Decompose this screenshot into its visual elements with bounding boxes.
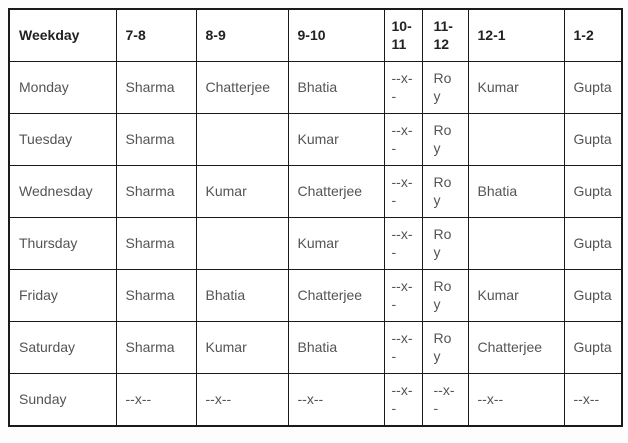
schedule-cell: Chatterjee	[467, 321, 565, 374]
schedule-cell: --x--	[563, 373, 623, 427]
schedule-cell: Gupta	[563, 321, 623, 374]
schedule-cell: --x--	[383, 321, 423, 374]
table-row-sunday: Sunday --x-- --x-- --x-- --x-- --x-- --x…	[8, 373, 623, 427]
schedule-cell: Roy	[421, 269, 469, 322]
table-row-saturday: Saturday Sharma Kumar Bhatia --x-- Roy C…	[8, 321, 623, 374]
schedule-cell: Sharma	[115, 217, 197, 270]
schedule-cell: Sharma	[115, 61, 197, 114]
column-header-weekday: Weekday	[8, 8, 117, 62]
schedule-cell: --x--	[195, 373, 289, 427]
schedule-cell: Sharma	[115, 165, 197, 218]
schedule-cell: --x--	[383, 113, 423, 166]
schedule-cell: --x--	[115, 373, 197, 427]
schedule-cell: --x--	[287, 373, 385, 427]
table-row-thursday: Thursday Sharma Kumar --x-- Roy Gupta	[8, 217, 623, 270]
schedule-cell: Kumar	[287, 217, 385, 270]
weekly-schedule-table: Weekday 7-8 8-9 9-10 10-11 11-12 12-1 1-…	[8, 8, 623, 427]
schedule-cell: --x--	[383, 165, 423, 218]
schedule-cell: Roy	[421, 217, 469, 270]
table-row-monday: Monday Sharma Chatterjee Bhatia --x-- Ro…	[8, 61, 623, 114]
schedule-cell	[467, 217, 565, 270]
schedule-cell: Sharma	[115, 321, 197, 374]
schedule-cell: Chatterjee	[287, 269, 385, 322]
schedule-cell: Gupta	[563, 61, 623, 114]
day-cell: Tuesday	[8, 113, 117, 166]
day-cell: Saturday	[8, 321, 117, 374]
schedule-cell: --x--	[467, 373, 565, 427]
day-cell: Thursday	[8, 217, 117, 270]
day-cell: Sunday	[8, 373, 117, 427]
schedule-cell: Chatterjee	[195, 61, 289, 114]
schedule-cell: Gupta	[563, 217, 623, 270]
schedule-cell: Sharma	[115, 113, 197, 166]
schedule-cell: Roy	[421, 113, 469, 166]
column-header-7-8: 7-8	[115, 8, 197, 62]
schedule-cell: Gupta	[563, 165, 623, 218]
column-header-1-2: 1-2	[563, 8, 623, 62]
schedule-cell: Roy	[421, 165, 469, 218]
schedule-cell: --x--	[383, 269, 423, 322]
schedule-cell: Bhatia	[287, 321, 385, 374]
schedule-cell: Kumar	[195, 165, 289, 218]
table-row-wednesday: Wednesday Sharma Kumar Chatterjee --x-- …	[8, 165, 623, 218]
column-header-9-10: 9-10	[287, 8, 385, 62]
schedule-cell: Bhatia	[467, 165, 565, 218]
schedule-cell: Kumar	[195, 321, 289, 374]
schedule-cell: Sharma	[115, 269, 197, 322]
schedule-cell	[195, 217, 289, 270]
schedule-cell	[195, 113, 289, 166]
schedule-cell: Kumar	[467, 269, 565, 322]
schedule-cell: --x--	[383, 61, 423, 114]
schedule-cell: Gupta	[563, 269, 623, 322]
schedule-cell: Roy	[421, 321, 469, 374]
schedule-cell: Roy	[421, 61, 469, 114]
schedule-cell: Chatterjee	[287, 165, 385, 218]
column-header-12-1: 12-1	[467, 8, 565, 62]
table-row-tuesday: Tuesday Sharma Kumar --x-- Roy Gupta	[8, 113, 623, 166]
day-cell: Wednesday	[8, 165, 117, 218]
column-header-8-9: 8-9	[195, 8, 289, 62]
day-cell: Monday	[8, 61, 117, 114]
table-row-friday: Friday Sharma Bhatia Chatterjee --x-- Ro…	[8, 269, 623, 322]
column-header-10-11: 10-11	[383, 8, 423, 62]
header-row: Weekday 7-8 8-9 9-10 10-11 11-12 12-1 1-…	[8, 8, 623, 62]
schedule-cell: --x--	[421, 373, 469, 427]
day-cell: Friday	[8, 269, 117, 322]
schedule-cell: Kumar	[287, 113, 385, 166]
schedule-cell: Kumar	[467, 61, 565, 114]
schedule-cell: --x--	[383, 217, 423, 270]
schedule-cell: Gupta	[563, 113, 623, 166]
schedule-cell: --x--	[383, 373, 423, 427]
column-header-11-12: 11-12	[421, 8, 469, 62]
schedule-cell	[467, 113, 565, 166]
schedule-cell: Bhatia	[195, 269, 289, 322]
schedule-cell: Bhatia	[287, 61, 385, 114]
